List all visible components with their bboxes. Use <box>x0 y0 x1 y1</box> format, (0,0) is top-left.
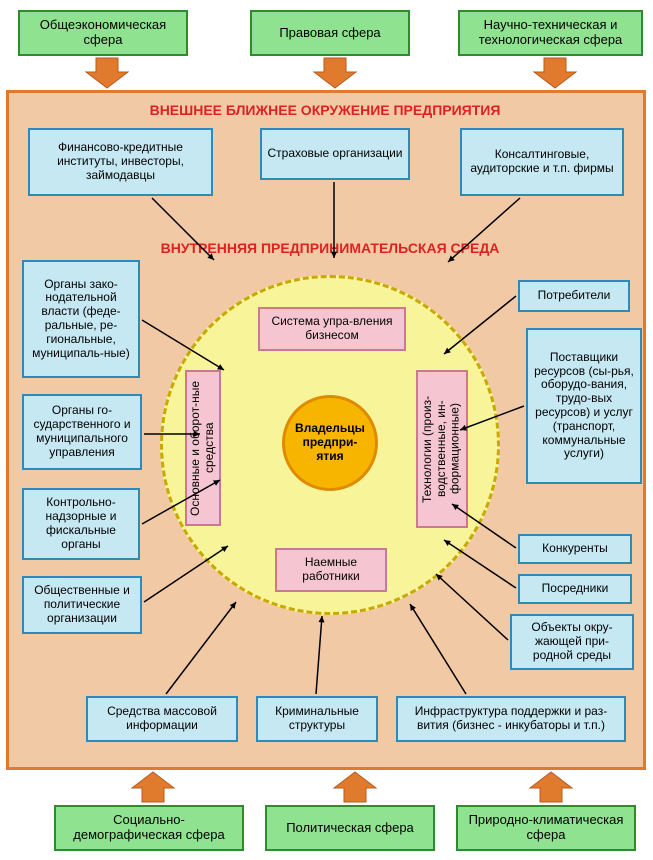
orange-arrow-0 <box>86 58 128 88</box>
bottom-blue-crime: Криминальные структуры <box>256 696 378 742</box>
inner-title: ВНУТРЕННЯЯ ПРЕДПРИНИМАТЕЛЬСКАЯ СРЕДА <box>120 238 540 258</box>
green-box-socdem: Социально-демографическая сфера <box>54 805 244 851</box>
left-blue-gov: Органы го-сударственного и муниципальног… <box>22 394 142 470</box>
top-blue-fin: Финансово-кредитные институты, инвесторы… <box>28 128 213 196</box>
pink-box-tech: Технологии (произ-водственные, ин-формац… <box>416 370 468 528</box>
green-box-polit: Политическая сфера <box>265 805 435 851</box>
right-blue-suppliers: Поставщики ресурсов (сы-рья, оборудо-ван… <box>526 328 642 484</box>
orange-arrow-3 <box>132 772 174 802</box>
bottom-blue-media: Средства массовой информации <box>86 696 238 742</box>
green-box-climate: Природно-климатическая сфера <box>456 805 636 851</box>
pink-box-mgmt: Система упра-вления бизнесом <box>258 307 406 351</box>
core-owners: Владельцы предпри-ятия <box>282 395 378 491</box>
outer-title: ВНЕШНЕЕ БЛИЖНЕЕ ОКРУЖЕНИЕ ПРЕДПРИЯТИЯ <box>110 100 540 120</box>
right-blue-compet: Конкуренты <box>518 534 632 564</box>
top-blue-ins: Страховые организации <box>260 128 410 180</box>
orange-arrow-5 <box>530 772 572 802</box>
pink-label-assets: Основные и оборот-ные средства <box>189 372 217 524</box>
right-blue-env: Объекты окру-жающей при-родной среды <box>510 614 634 670</box>
green-box-scitech: Научно-техническая и технологическая сфе… <box>458 10 643 56</box>
green-box-econ: Общеэкономическая сфера <box>18 10 188 56</box>
pink-label-tech: Технологии (произ-водственные, ин-формац… <box>421 372 462 526</box>
orange-arrow-1 <box>314 58 356 88</box>
orange-arrow-2 <box>534 58 576 88</box>
bottom-blue-infra: Инфраструктура поддержки и раз-вития (би… <box>396 696 626 742</box>
green-box-legal: Правовая сфера <box>250 10 410 56</box>
right-blue-mediators: Посредники <box>518 574 632 604</box>
pink-box-workers: Наемные работники <box>275 548 387 592</box>
pink-box-assets: Основные и оборот-ные средства <box>185 370 221 526</box>
orange-arrow-4 <box>334 772 376 802</box>
top-blue-consult: Консалтинговые, аудиторские и т.п. фирмы <box>460 128 624 196</box>
right-blue-consumers: Потребители <box>518 280 630 312</box>
left-blue-fiscal: Контрольно-надзорные и фискальные органы <box>22 488 140 560</box>
left-blue-legis: Органы зако-нодательной власти (феде-рал… <box>22 260 140 378</box>
left-blue-social: Общественные и политические организации <box>22 576 142 634</box>
